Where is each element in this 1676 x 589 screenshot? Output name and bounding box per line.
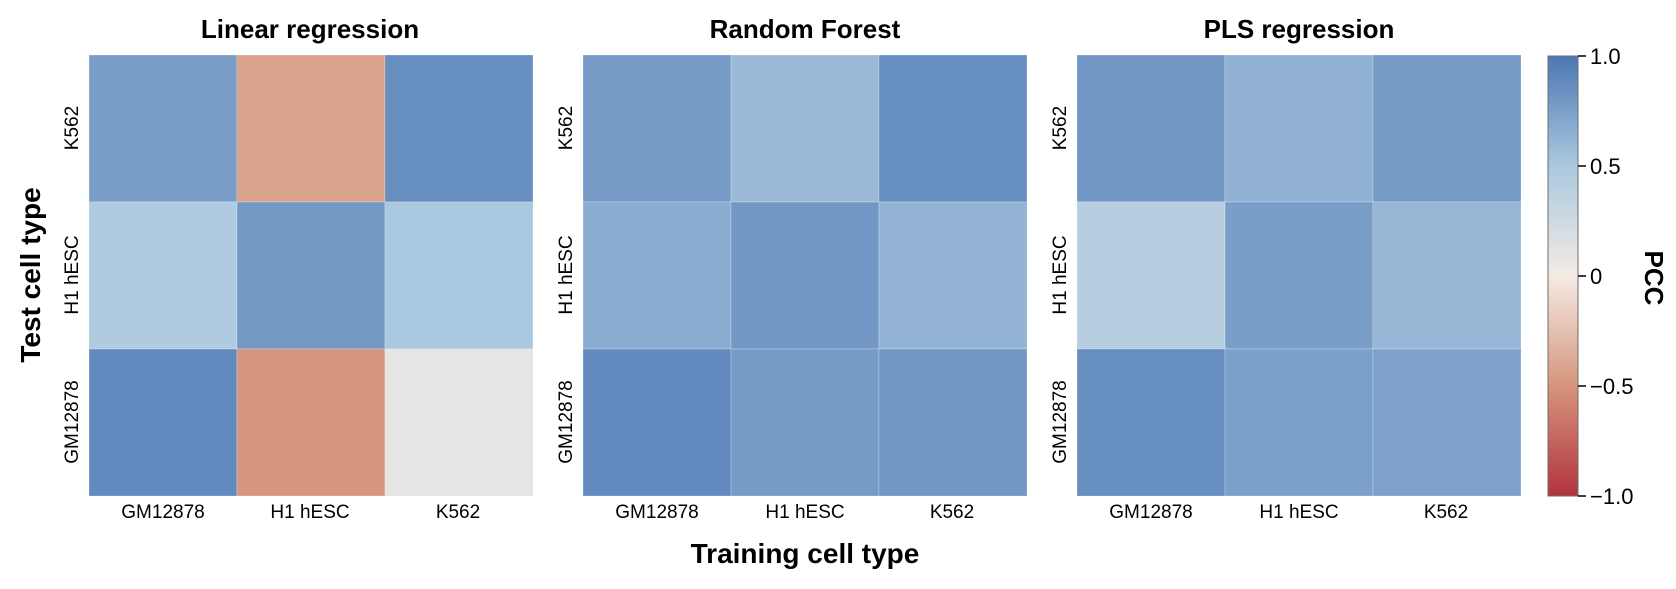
heatmap-cell: [582, 348, 732, 497]
y-tick-label: GM12878: [62, 380, 83, 463]
panel-title-pls: PLS regression: [1204, 14, 1395, 44]
heatmap-cell: [1076, 54, 1226, 203]
heatmap-cell: [730, 54, 880, 203]
colorbar: [1547, 55, 1579, 497]
heatmap-cell: [1372, 54, 1522, 203]
x-tick-label: K562: [1424, 502, 1468, 523]
colorbar-title: PCC: [1639, 251, 1669, 306]
heatmap-cell: [384, 54, 534, 203]
heatmap-cell: [88, 54, 238, 203]
heatmap-cell: [878, 201, 1028, 350]
heatmap-cell: [1224, 201, 1374, 350]
heatmap-cell: [1372, 348, 1522, 497]
colorbar-tick-label: −0.5: [1590, 374, 1633, 399]
x-tick-label: H1 hESC: [765, 502, 844, 523]
x-tick-label: GM12878: [121, 502, 204, 523]
colorbar-tick-label: 0: [1590, 264, 1602, 289]
y-tick-label: K562: [62, 106, 83, 150]
y-tick-label: K562: [556, 106, 577, 150]
heatmap-cell: [582, 54, 732, 203]
heatmap-cell: [1076, 201, 1226, 350]
colorbar-tick-label: 1.0: [1590, 44, 1621, 69]
heatmap-cell: [1224, 348, 1374, 497]
heatmap-cell: [878, 54, 1028, 203]
colorbar-ticks: 1.0 0.5 0 −0.5 −1.0: [1578, 44, 1633, 509]
x-axis-title: Training cell type: [691, 538, 920, 569]
y-tick-label: GM12878: [556, 380, 577, 463]
x-tick-label: K562: [436, 502, 480, 523]
y-tick-label: H1 hESC: [556, 235, 577, 314]
heatmap-cell: [1076, 348, 1226, 497]
colorbar-tick-label: 0.5: [1590, 154, 1621, 179]
panel-title-linear: Linear regression: [201, 14, 419, 44]
heatmap-cell: [236, 348, 386, 497]
y-tick-label: H1 hESC: [62, 235, 83, 314]
heatmap-cell: [236, 201, 386, 350]
heatmap-cell: [384, 348, 534, 497]
heatmap-cell: [1372, 201, 1522, 350]
heatmap-cell: [582, 201, 732, 350]
x-tick-label: H1 hESC: [1259, 502, 1338, 523]
heatmap-cell: [236, 54, 386, 203]
x-tick-label: K562: [930, 502, 974, 523]
heatmap-cell: [730, 201, 880, 350]
y-tick-label: H1 hESC: [1050, 235, 1071, 314]
heatmap-cells: [88, 54, 1522, 497]
y-tick-label: GM12878: [1050, 380, 1071, 463]
heatmap-cell: [878, 348, 1028, 497]
panel-title-random-forest: Random Forest: [710, 14, 901, 44]
x-tick-label: H1 hESC: [270, 502, 349, 523]
heatmap-cell: [88, 348, 238, 497]
x-tick-label: GM12878: [1109, 502, 1192, 523]
x-tick-label: GM12878: [615, 502, 698, 523]
y-axis-title: Test cell type: [15, 187, 46, 362]
heatmap-cell: [730, 348, 880, 497]
y-tick-label: K562: [1050, 106, 1071, 150]
heatmap-cell: [384, 201, 534, 350]
heatmap-cell: [88, 201, 238, 350]
colorbar-tick-label: −1.0: [1590, 484, 1633, 509]
heatmap-cell: [1224, 54, 1374, 203]
